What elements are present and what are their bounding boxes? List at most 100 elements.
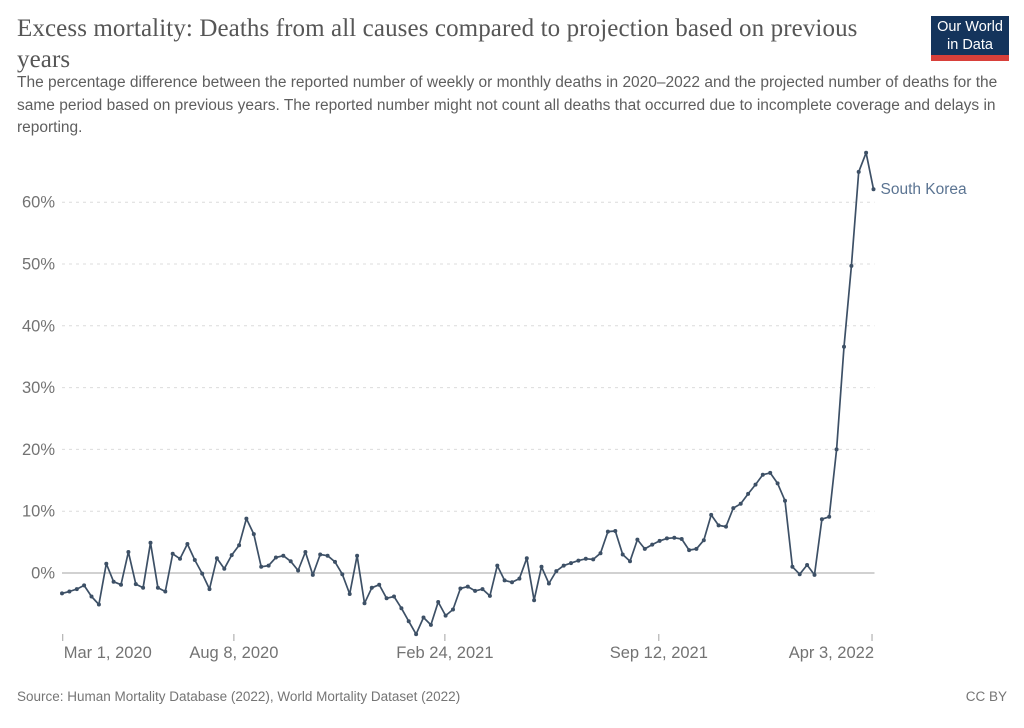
data-point[interactable]	[251, 532, 256, 537]
data-point[interactable]	[495, 563, 500, 568]
data-point[interactable]	[797, 572, 802, 577]
data-point[interactable]	[487, 593, 492, 598]
data-point[interactable]	[760, 472, 765, 477]
data-point[interactable]	[163, 589, 168, 594]
data-point[interactable]	[436, 600, 441, 604]
data-point[interactable]	[406, 619, 411, 624]
data-point[interactable]	[716, 523, 721, 528]
data-point[interactable]	[192, 558, 197, 562]
data-point[interactable]	[583, 556, 588, 561]
data-point[interactable]	[805, 563, 810, 567]
data-point[interactable]	[414, 632, 419, 637]
data-point[interactable]	[510, 580, 514, 585]
data-point[interactable]	[237, 543, 242, 548]
data-point[interactable]	[443, 613, 448, 618]
data-point[interactable]	[613, 529, 618, 533]
data-point[interactable]	[657, 538, 662, 543]
data-point[interactable]	[96, 602, 101, 607]
data-point[interactable]	[82, 583, 87, 588]
data-point[interactable]	[576, 558, 581, 563]
data-point[interactable]	[333, 559, 337, 564]
data-point[interactable]	[428, 622, 433, 627]
data-point[interactable]	[200, 571, 205, 576]
data-point[interactable]	[842, 344, 846, 349]
data-point[interactable]	[709, 512, 714, 517]
data-point[interactable]	[126, 550, 131, 554]
data-point[interactable]	[746, 491, 751, 496]
data-point[interactable]	[569, 561, 573, 566]
data-point[interactable]	[731, 506, 736, 511]
data-point[interactable]	[384, 596, 389, 601]
data-point[interactable]	[148, 540, 153, 545]
data-point[interactable]	[524, 556, 529, 561]
data-point[interactable]	[473, 588, 478, 593]
data-point[interactable]	[296, 568, 301, 573]
data-point[interactable]	[701, 538, 706, 543]
data-point[interactable]	[635, 537, 640, 542]
data-point[interactable]	[650, 542, 655, 547]
data-point[interactable]	[679, 537, 684, 541]
data-point[interactable]	[642, 546, 647, 551]
data-point[interactable]	[74, 587, 79, 592]
data-point[interactable]	[170, 551, 175, 556]
data-point[interactable]	[155, 585, 160, 590]
data-point[interactable]	[694, 546, 699, 551]
data-point[interactable]	[178, 556, 182, 561]
data-point[interactable]	[517, 576, 522, 581]
data-point[interactable]	[347, 592, 352, 596]
data-point[interactable]	[554, 569, 559, 574]
data-point[interactable]	[392, 594, 396, 599]
data-point[interactable]	[60, 591, 64, 596]
data-point[interactable]	[119, 582, 123, 587]
data-point[interactable]	[244, 516, 249, 521]
data-point[interactable]	[775, 481, 780, 486]
data-point[interactable]	[340, 572, 345, 577]
data-point[interactable]	[502, 578, 507, 583]
data-point[interactable]	[273, 555, 278, 560]
data-point[interactable]	[871, 187, 876, 192]
data-point[interactable]	[768, 470, 773, 475]
data-point[interactable]	[281, 553, 286, 558]
data-point[interactable]	[819, 517, 824, 522]
data-point[interactable]	[67, 589, 72, 594]
data-point[interactable]	[834, 447, 839, 452]
data-point[interactable]	[672, 535, 677, 540]
data-point[interactable]	[229, 553, 234, 558]
data-point[interactable]	[214, 556, 219, 561]
data-point[interactable]	[812, 572, 817, 577]
data-point[interactable]	[605, 529, 610, 534]
data-point[interactable]	[738, 501, 743, 506]
data-point[interactable]	[480, 587, 485, 592]
data-point[interactable]	[421, 615, 426, 620]
data-point[interactable]	[790, 564, 795, 569]
data-point[interactable]	[355, 553, 360, 558]
data-point[interactable]	[288, 559, 293, 564]
data-point[interactable]	[620, 552, 625, 557]
data-point[interactable]	[310, 572, 315, 577]
data-point[interactable]	[185, 542, 190, 546]
data-point[interactable]	[399, 606, 404, 611]
data-point[interactable]	[133, 582, 138, 587]
data-point[interactable]	[303, 550, 308, 554]
data-point[interactable]	[111, 579, 116, 584]
data-point[interactable]	[783, 498, 787, 503]
data-point[interactable]	[141, 585, 146, 590]
data-point[interactable]	[458, 586, 463, 591]
data-point[interactable]	[724, 524, 728, 529]
data-point[interactable]	[687, 548, 692, 553]
data-point[interactable]	[325, 553, 330, 558]
data-point[interactable]	[259, 564, 264, 569]
data-point[interactable]	[856, 169, 861, 174]
data-point[interactable]	[753, 482, 758, 487]
data-point[interactable]	[465, 584, 470, 589]
owid-logo[interactable]: Our World in Data	[931, 16, 1009, 61]
data-point[interactable]	[377, 582, 382, 587]
data-point[interactable]	[546, 581, 551, 586]
data-point[interactable]	[362, 601, 367, 606]
license-badge[interactable]: CC BY	[965, 689, 1007, 704]
data-point[interactable]	[591, 557, 596, 562]
data-point[interactable]	[532, 598, 537, 603]
data-point[interactable]	[561, 563, 566, 568]
data-point[interactable]	[104, 561, 109, 566]
data-point[interactable]	[451, 607, 455, 612]
